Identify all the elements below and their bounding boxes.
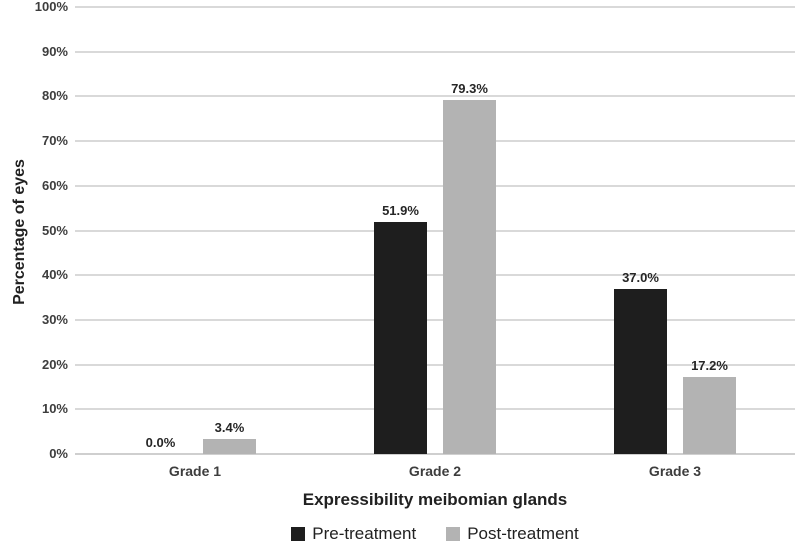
y-tick-label-100: 100%	[34, 0, 68, 14]
y-tick-label-90: 90%	[41, 43, 68, 59]
gridline-10	[75, 408, 795, 411]
gridline-50	[75, 229, 795, 232]
gridline-70	[75, 140, 795, 143]
data-label-pre-treatment-grade-2: 51.9%	[382, 203, 419, 218]
y-tick-label-80: 80%	[41, 88, 68, 104]
gridline-90	[75, 50, 795, 53]
bar-post-treatment-grade-3	[683, 377, 736, 454]
gridline-40	[75, 274, 795, 277]
x-tick-label-grade-2: Grade 2	[408, 463, 462, 479]
data-label-pre-treatment-grade-1: 0.0%	[145, 435, 176, 450]
data-label-post-treatment-grade-2: 79.3%	[451, 81, 488, 96]
bar-post-treatment-grade-2	[443, 100, 496, 454]
y-tick-label-10: 10%	[41, 401, 68, 417]
gridline-100	[75, 6, 795, 8]
y-tick-label-40: 40%	[41, 267, 68, 283]
bar-pre-treatment-grade-3	[614, 289, 667, 454]
data-label-post-treatment-grade-3: 17.2%	[691, 358, 728, 373]
data-label-pre-treatment-grade-3: 37.0%	[622, 270, 659, 285]
y-tick-label-30: 30%	[41, 311, 68, 327]
legend-swatch-post-treatment-icon	[446, 527, 461, 541]
x-tick-label-grade-1: Grade 1	[168, 463, 222, 479]
legend: Pre-treatment Post-treatment	[75, 524, 795, 544]
y-tick-label-50: 50%	[41, 222, 68, 238]
legend-item-post-treatment: Post-treatment	[446, 524, 579, 544]
y-tick-label-20: 20%	[41, 356, 68, 372]
x-axis-line	[75, 453, 795, 455]
x-axis-title: Expressibility meibomian glands	[302, 490, 568, 509]
y-tick-label-70: 70%	[41, 133, 68, 149]
legend-label-post-treatment: Post-treatment	[467, 524, 579, 543]
y-tick-label-60: 60%	[41, 177, 68, 193]
bar-pre-treatment-grade-2	[374, 222, 427, 454]
data-label-post-treatment-grade-1: 3.4%	[214, 420, 245, 435]
y-tick-label-0: 0%	[49, 446, 68, 461]
legend-item-pre-treatment: Pre-treatment	[291, 524, 416, 544]
plot-area: 0.0% 3.4% 51.9% 79.3% 37.0% 17.2%	[75, 6, 795, 455]
bar-post-treatment-grade-1	[203, 439, 256, 454]
gridline-30	[75, 318, 795, 321]
gridline-60	[75, 184, 795, 187]
gridline-20	[75, 363, 795, 366]
gridline-80	[75, 95, 795, 98]
legend-label-pre-treatment: Pre-treatment	[312, 524, 417, 543]
x-tick-label-grade-3: Grade 3	[648, 463, 702, 479]
legend-swatch-pre-treatment-icon	[291, 527, 306, 541]
